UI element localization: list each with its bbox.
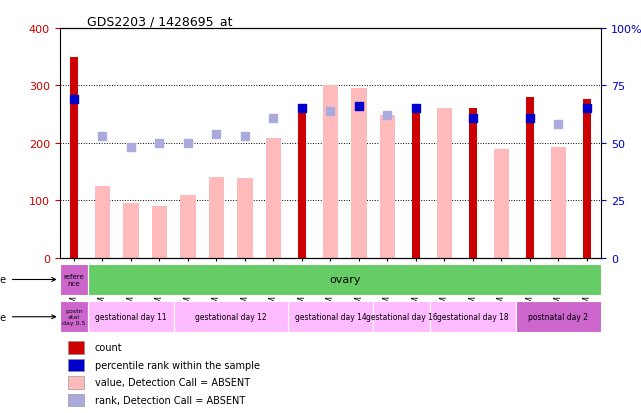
Text: tissue: tissue — [0, 275, 56, 285]
Bar — [412, 112, 420, 258]
Point — [525, 115, 535, 121]
Point — [269, 115, 279, 121]
Text: ovary: ovary — [329, 275, 360, 285]
Text: age: age — [0, 312, 56, 322]
Text: GDS2203 / 1428695_at: GDS2203 / 1428695_at — [87, 15, 232, 28]
Bar — [60, 301, 88, 332]
Point — [69, 97, 79, 103]
Point — [411, 106, 421, 112]
Text: refere
nce: refere nce — [63, 273, 84, 286]
Text: gestational day 16: gestational day 16 — [366, 313, 438, 321]
Point — [468, 115, 478, 121]
Text: postn
atal
day 0.5: postn atal day 0.5 — [62, 309, 85, 325]
Bar — [351, 89, 367, 258]
Bar — [174, 301, 288, 332]
Text: rank, Detection Call = ABSENT: rank, Detection Call = ABSENT — [95, 395, 245, 405]
Bar — [68, 394, 84, 406]
Text: gestational day 11: gestational day 11 — [95, 313, 167, 321]
Bar — [68, 358, 84, 371]
Point — [553, 122, 563, 128]
Bar — [208, 178, 224, 258]
Point — [240, 133, 250, 140]
Text: gestational day 12: gestational day 12 — [195, 313, 267, 321]
Bar — [70, 57, 78, 258]
Point — [126, 145, 136, 152]
Point — [97, 133, 108, 140]
Bar — [516, 301, 601, 332]
Point — [154, 140, 165, 147]
Bar — [526, 97, 534, 258]
Point — [325, 108, 336, 115]
Bar — [322, 86, 338, 258]
Bar — [437, 109, 453, 258]
Text: percentile rank within the sample: percentile rank within the sample — [95, 360, 260, 370]
Bar — [94, 187, 110, 258]
Point — [582, 106, 592, 112]
Bar — [297, 104, 306, 258]
Bar — [379, 116, 395, 258]
Point — [183, 140, 193, 147]
Point — [297, 106, 307, 112]
Point — [354, 104, 364, 110]
Bar — [88, 301, 174, 332]
Text: value, Detection Call = ABSENT: value, Detection Call = ABSENT — [95, 377, 250, 387]
Text: postnatal day 2: postnatal day 2 — [528, 313, 588, 321]
Bar — [430, 301, 516, 332]
Point — [212, 131, 222, 138]
Bar — [265, 139, 281, 258]
Bar — [373, 301, 430, 332]
Bar — [551, 147, 567, 258]
Bar — [68, 376, 84, 389]
Bar — [60, 264, 88, 295]
Bar — [123, 204, 138, 258]
Text: gestational day 14: gestational day 14 — [295, 313, 366, 321]
Bar — [583, 100, 591, 258]
Text: gestational day 18: gestational day 18 — [437, 313, 509, 321]
Bar — [180, 195, 196, 258]
Text: count: count — [95, 342, 122, 352]
Bar — [494, 149, 510, 258]
Bar — [68, 341, 84, 354]
Bar — [469, 109, 478, 258]
Bar — [151, 206, 167, 258]
Bar — [237, 179, 253, 258]
Bar — [288, 301, 373, 332]
Point — [382, 113, 392, 119]
